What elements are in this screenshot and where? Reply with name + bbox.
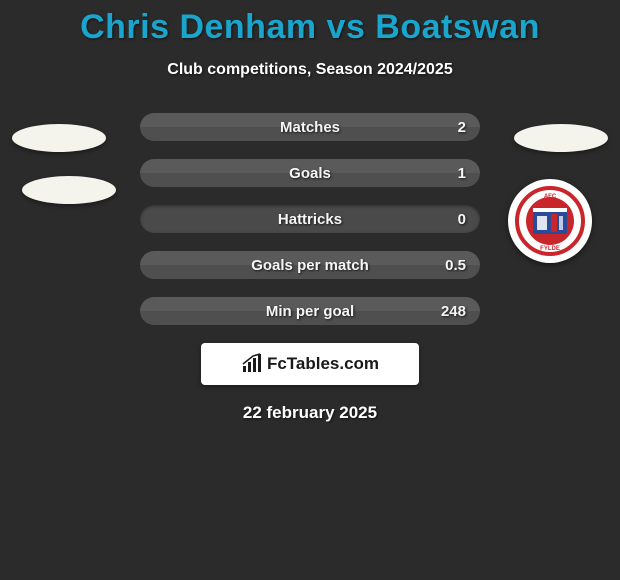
stat-row: Min per goal 248 (140, 297, 480, 325)
stat-label: Matches (140, 113, 480, 141)
team-right-badge-placeholder-1 (514, 124, 608, 152)
stat-value: 0.5 (445, 251, 466, 279)
stat-row: Goals per match 0.5 (140, 251, 480, 279)
team-left-badge-placeholder-2 (22, 176, 116, 204)
stat-value: 248 (441, 297, 466, 325)
svg-text:AFC: AFC (544, 194, 557, 200)
subtitle: Club competitions, Season 2024/2025 (0, 61, 620, 79)
date-text: 22 february 2025 (0, 403, 620, 423)
page-title: Chris Denham vs Boatswan (0, 0, 620, 47)
stat-row: Hattricks 0 (140, 205, 480, 233)
stat-value: 2 (458, 113, 466, 141)
stat-label: Goals per match (140, 251, 480, 279)
team-left-badge-placeholder-1 (12, 124, 106, 152)
brand-text: FcTables.com (267, 354, 379, 374)
club-crest-icon: AFC FYLDE (515, 186, 585, 256)
stat-value: 0 (458, 205, 466, 233)
barchart-icon (241, 353, 263, 375)
stat-row: Matches 2 (140, 113, 480, 141)
svg-text:FYLDE: FYLDE (540, 246, 560, 252)
stat-label: Goals (140, 159, 480, 187)
stat-label: Hattricks (140, 205, 480, 233)
stat-label: Min per goal (140, 297, 480, 325)
stat-row: Goals 1 (140, 159, 480, 187)
stat-value: 1 (458, 159, 466, 187)
brand-box: FcTables.com (201, 343, 419, 385)
team-right-badge: AFC FYLDE (508, 179, 592, 263)
